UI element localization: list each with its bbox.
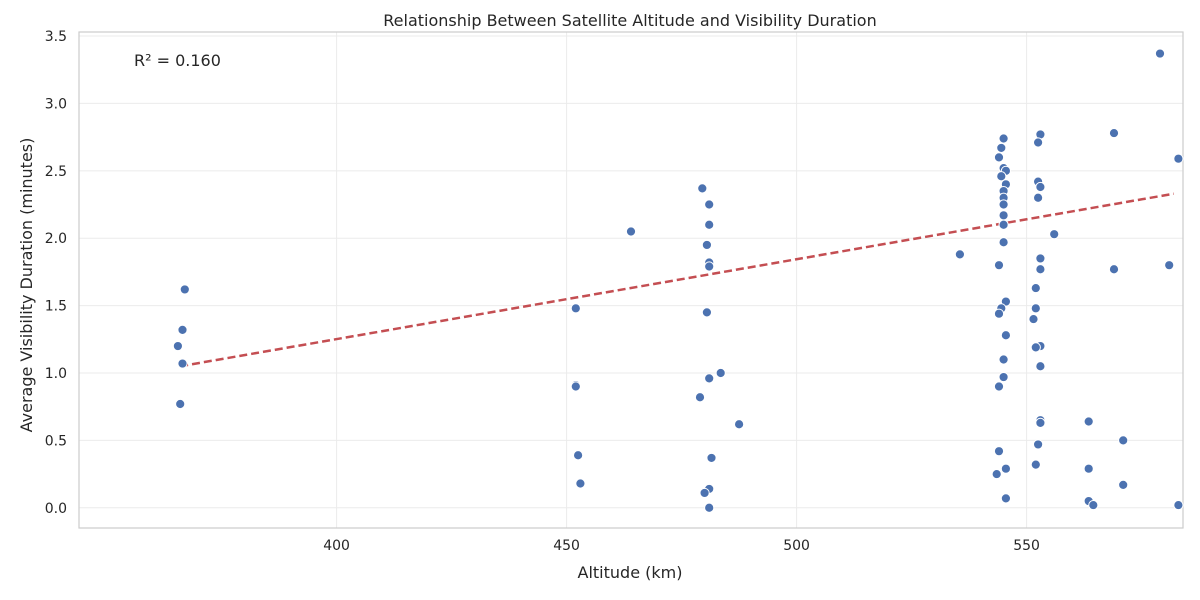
data-point	[993, 308, 1005, 319]
plot-frame	[78, 31, 1184, 529]
data-point	[998, 133, 1009, 144]
data-points	[172, 48, 1184, 513]
r-squared-annotation: R² = 0.160	[134, 51, 221, 70]
data-point	[175, 398, 186, 410]
data-point	[694, 392, 706, 403]
data-point	[573, 450, 584, 461]
x-tick-label: 450	[553, 538, 580, 554]
data-point	[575, 478, 586, 489]
data-point	[1173, 499, 1184, 511]
data-point	[996, 171, 1007, 182]
grid	[79, 32, 1183, 528]
y-tick-label: 2.0	[45, 231, 67, 247]
y-tick-label: 0.5	[45, 433, 67, 449]
data-point	[177, 358, 188, 369]
y-axis-label: Average Visibility Duration (minutes)	[17, 138, 36, 433]
data-point	[179, 284, 190, 295]
data-point	[993, 446, 1005, 457]
data-point	[706, 452, 717, 464]
data-point	[1000, 463, 1012, 474]
data-point	[993, 152, 1005, 163]
data-point	[715, 367, 726, 379]
data-point	[1154, 48, 1166, 59]
data-point	[1035, 361, 1046, 372]
data-point	[1028, 313, 1039, 325]
data-point	[699, 487, 710, 499]
y-tick-label: 1.0	[45, 366, 67, 382]
data-point	[1033, 439, 1044, 450]
x-axis-label: Altitude (km)	[578, 563, 683, 582]
data-point	[1118, 479, 1129, 490]
data-point	[1030, 282, 1041, 294]
data-point	[998, 371, 1009, 383]
data-point	[1049, 229, 1060, 240]
x-tick-labels: 400 450 500 550	[323, 538, 1040, 554]
data-point	[1000, 493, 1012, 504]
data-point	[954, 249, 966, 260]
data-point	[172, 340, 183, 352]
data-point	[993, 260, 1005, 271]
data-point	[570, 381, 581, 392]
data-point	[1030, 342, 1041, 353]
y-tick-label: 3.5	[45, 29, 67, 45]
trend-line	[179, 192, 1175, 368]
data-point	[996, 142, 1007, 154]
data-point	[993, 381, 1005, 392]
x-tick-label: 500	[783, 538, 810, 554]
data-point	[697, 183, 708, 194]
data-point	[704, 373, 715, 384]
data-point	[998, 237, 1009, 248]
y-tick-labels: 0.0 0.5 1.0 1.5 2.0 2.5 3.0 3.5	[45, 29, 67, 517]
data-point	[1030, 459, 1041, 470]
data-point	[1030, 303, 1041, 314]
data-point	[570, 303, 581, 314]
x-tick-label: 550	[1013, 538, 1040, 554]
y-tick-label: 1.5	[45, 299, 67, 315]
data-point	[1108, 264, 1120, 275]
data-point	[177, 324, 188, 335]
data-point	[1035, 264, 1046, 275]
data-point	[1118, 435, 1129, 446]
data-point	[704, 261, 715, 272]
data-point	[1083, 463, 1094, 474]
data-point	[704, 219, 715, 230]
data-point	[1033, 192, 1044, 203]
y-tick-label: 0.0	[45, 501, 67, 517]
data-point	[998, 354, 1009, 365]
data-point	[998, 219, 1009, 230]
data-point	[1083, 416, 1094, 427]
data-point	[734, 419, 745, 430]
data-point	[625, 226, 637, 237]
data-point	[1035, 181, 1046, 193]
data-point	[1035, 253, 1046, 264]
data-point	[701, 307, 713, 318]
data-point	[1000, 330, 1012, 341]
data-point	[1173, 153, 1184, 164]
data-point	[1108, 127, 1120, 139]
chart-title: Relationship Between Satellite Altitude …	[383, 11, 876, 30]
y-tick-label: 3.0	[45, 96, 67, 112]
data-point	[704, 199, 715, 210]
data-point	[998, 210, 1009, 221]
data-point	[704, 502, 715, 513]
x-tick-label: 400	[323, 538, 350, 554]
data-point	[1088, 499, 1099, 511]
data-point	[1035, 417, 1046, 428]
y-tick-label: 2.5	[45, 164, 67, 180]
data-point	[1033, 137, 1044, 148]
data-point	[701, 239, 713, 251]
data-point	[991, 468, 1002, 480]
data-point	[1164, 260, 1175, 271]
data-point	[998, 199, 1009, 210]
